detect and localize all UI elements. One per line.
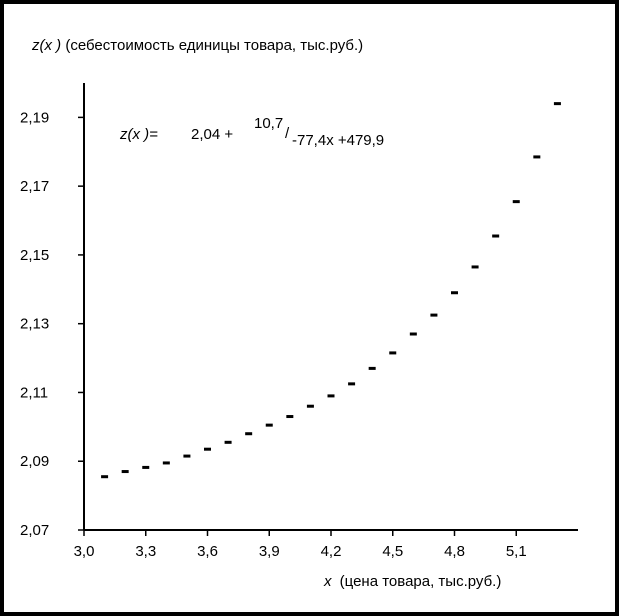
data-point [101, 475, 109, 479]
y-tick-label: 2,15 [20, 247, 49, 264]
data-point [245, 432, 253, 436]
data-point [286, 415, 294, 419]
x-tick-label: 3,9 [259, 543, 280, 560]
y-ticks: 2,07 2,09 2,11 2,13 2,15 2,17 2,19 [20, 109, 84, 539]
y-tick-label: 2,09 [20, 453, 49, 470]
formula-slash: / [285, 125, 290, 142]
y-axis-title: z(x ) (себестоимость единицы товара, тыс… [31, 37, 363, 54]
y-axis-variable: z(x ) [31, 37, 61, 54]
formula-lhs: z(x )= [119, 126, 158, 143]
x-tick-label: 4,5 [382, 543, 403, 560]
y-tick-label: 2,13 [20, 316, 49, 333]
y-tick-label: 2,07 [20, 522, 49, 539]
data-point [204, 447, 211, 451]
data-point [389, 351, 397, 355]
x-tick-label: 3,6 [197, 543, 218, 560]
data-point [121, 470, 129, 474]
y-tick-label: 2,17 [20, 178, 49, 195]
x-axis-description: (цена товара, тыс.руб.) [340, 573, 502, 590]
data-point [224, 440, 232, 444]
data-point [306, 404, 314, 408]
data-point [512, 200, 520, 204]
data-point [327, 394, 335, 398]
x-tick-label: 4,2 [321, 543, 342, 560]
formula-constant: 2,04 + [191, 126, 233, 143]
x-tick-label: 3,3 [135, 543, 156, 560]
data-point [492, 234, 500, 238]
data-point [265, 423, 273, 427]
data-point [162, 461, 170, 465]
formula-denominator: -77,4x +479,9 [292, 132, 384, 149]
data-point [183, 454, 191, 458]
data-point [142, 465, 150, 469]
y-axis-description: (себестоимость единицы товара, тыс.руб.) [65, 37, 363, 54]
data-points [101, 102, 561, 479]
x-tick-label: 3,0 [74, 543, 95, 560]
x-ticks: 3,0 3,3 3,6 3,9 4,2 4,5 4,8 5,1 [74, 530, 527, 560]
formula-numerator: 10,7 [254, 115, 283, 132]
data-point [471, 265, 479, 269]
y-tick-label: 2,19 [20, 109, 49, 126]
data-point [533, 155, 541, 159]
x-tick-label: 5,1 [506, 543, 527, 560]
x-tick-label: 4,8 [444, 543, 465, 560]
data-point [409, 332, 417, 336]
data-point [348, 382, 356, 386]
x-axis-variable: x [323, 573, 332, 590]
data-point [451, 291, 458, 295]
data-point [430, 313, 438, 317]
x-axis-title: x (цена товара, тыс.руб.) [323, 573, 501, 590]
data-point [553, 102, 561, 106]
y-tick-label: 2,11 [20, 384, 48, 401]
data-point [368, 366, 376, 370]
